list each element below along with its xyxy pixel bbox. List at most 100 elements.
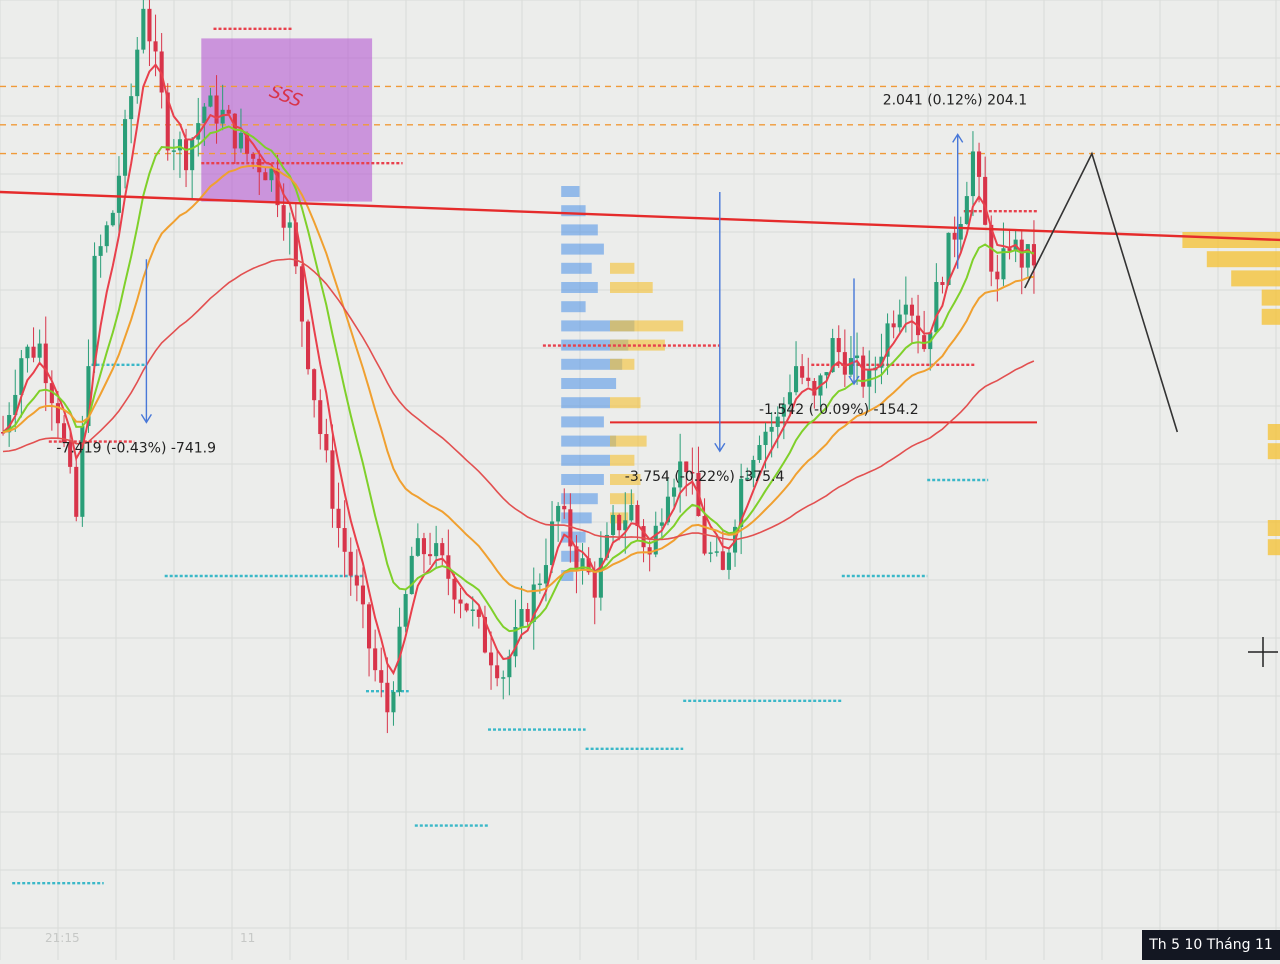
candle-body <box>910 305 914 316</box>
volume-profile-bar-blue <box>561 263 592 274</box>
candle-body <box>526 609 530 622</box>
volume-profile-bar-blue <box>561 244 604 255</box>
candle-body <box>416 538 420 556</box>
ma-long-line <box>3 259 1034 540</box>
candle-body <box>660 522 664 525</box>
ema-fast-line <box>3 65 1034 673</box>
candle-body <box>367 604 371 648</box>
candle-body <box>507 656 511 677</box>
ema-mid-line <box>3 127 1034 632</box>
candle-body <box>202 107 206 123</box>
candle-body <box>611 515 615 535</box>
volume-profile-bar-orange <box>610 359 634 370</box>
candle-body <box>727 553 731 570</box>
right-profile-bar <box>1268 539 1280 555</box>
resistance-line <box>0 192 1280 240</box>
candle-body <box>672 487 676 496</box>
candle-body <box>995 272 999 280</box>
candle-body <box>154 41 158 51</box>
volume-profile-bar-blue <box>561 455 610 466</box>
volume-profile-bar-blue <box>561 186 579 197</box>
candle-body <box>25 347 29 358</box>
volume-profile-bar-blue <box>561 378 616 389</box>
candle-body <box>904 305 908 315</box>
volume-profile-bar-orange <box>610 282 653 293</box>
candle-body <box>538 584 542 586</box>
candle-body <box>282 205 286 228</box>
volume-profile-bar-blue <box>561 474 604 485</box>
measure-label: 2.041 (0.12%) 204.1 <box>883 92 1027 108</box>
candle-body <box>385 683 389 713</box>
candle-body <box>977 151 981 176</box>
candle-body <box>117 176 121 213</box>
date-label: Th 5 10 Tháng 11 <box>1149 937 1273 953</box>
candle-body <box>556 506 560 522</box>
candle-body <box>135 50 139 96</box>
candle-body <box>239 133 243 149</box>
candle-body <box>306 322 310 370</box>
volume-profile-bar-blue <box>561 282 598 293</box>
candle-body <box>940 282 944 285</box>
candle-body <box>263 172 267 180</box>
candle-body <box>892 323 896 327</box>
candle-body <box>300 266 304 321</box>
candle-body <box>74 467 78 517</box>
right-profile-bar <box>1207 251 1280 267</box>
candle-body <box>501 677 505 679</box>
candle-body <box>825 372 829 375</box>
candle-body <box>959 224 963 240</box>
candle-body <box>849 358 853 375</box>
right-profile-bar <box>1262 309 1280 325</box>
candle-body <box>709 552 713 554</box>
candle-body <box>251 154 255 159</box>
candle-body <box>837 338 841 352</box>
candle-body <box>227 110 231 114</box>
right-profile-bar <box>1268 520 1280 536</box>
candle-body <box>635 505 639 526</box>
candle-body <box>233 114 237 149</box>
candle-body <box>593 572 597 597</box>
candle-body <box>129 96 133 119</box>
candle-body <box>550 521 554 565</box>
volume-profile-bar-orange <box>610 493 634 504</box>
volume-profile-bar-blue <box>561 436 616 447</box>
projection-path <box>1025 154 1178 432</box>
candle-body <box>715 551 719 553</box>
candle-body <box>757 445 761 460</box>
volume-profile-bar-blue <box>561 224 598 235</box>
candle-body <box>794 366 798 392</box>
measure-label: -7.419 (-0.43%) -741.9 <box>56 440 216 456</box>
candle-body <box>617 515 621 530</box>
volume-profile-bar-blue <box>561 416 604 427</box>
candle-body <box>208 95 212 106</box>
candle-body <box>343 528 347 552</box>
volume-profile-bar-orange <box>610 320 683 331</box>
candle-body <box>562 506 566 509</box>
date-badge: Th 5 10 Tháng 11 <box>1142 930 1280 960</box>
candle-body <box>764 432 768 445</box>
candle-body <box>44 344 48 384</box>
candle-body <box>373 648 377 670</box>
candle-body <box>1026 244 1030 268</box>
candle-body <box>489 652 493 665</box>
candle-body <box>440 543 444 555</box>
candle-body <box>855 356 859 359</box>
candle-body <box>452 579 456 600</box>
candle-body <box>471 609 475 611</box>
candle-body <box>215 95 219 123</box>
candle-body <box>32 347 36 358</box>
candle-body <box>898 315 902 328</box>
candle-body <box>330 450 334 508</box>
candle-body <box>971 151 975 196</box>
candle-body <box>965 196 969 224</box>
candle-body <box>324 434 328 450</box>
candle-body <box>355 576 359 586</box>
candle-body <box>806 378 810 381</box>
candle-body <box>953 233 957 240</box>
candle-body <box>465 604 469 611</box>
candle-body <box>19 358 23 395</box>
volume-profile-bar-blue <box>561 532 585 543</box>
candle-body <box>843 352 847 375</box>
